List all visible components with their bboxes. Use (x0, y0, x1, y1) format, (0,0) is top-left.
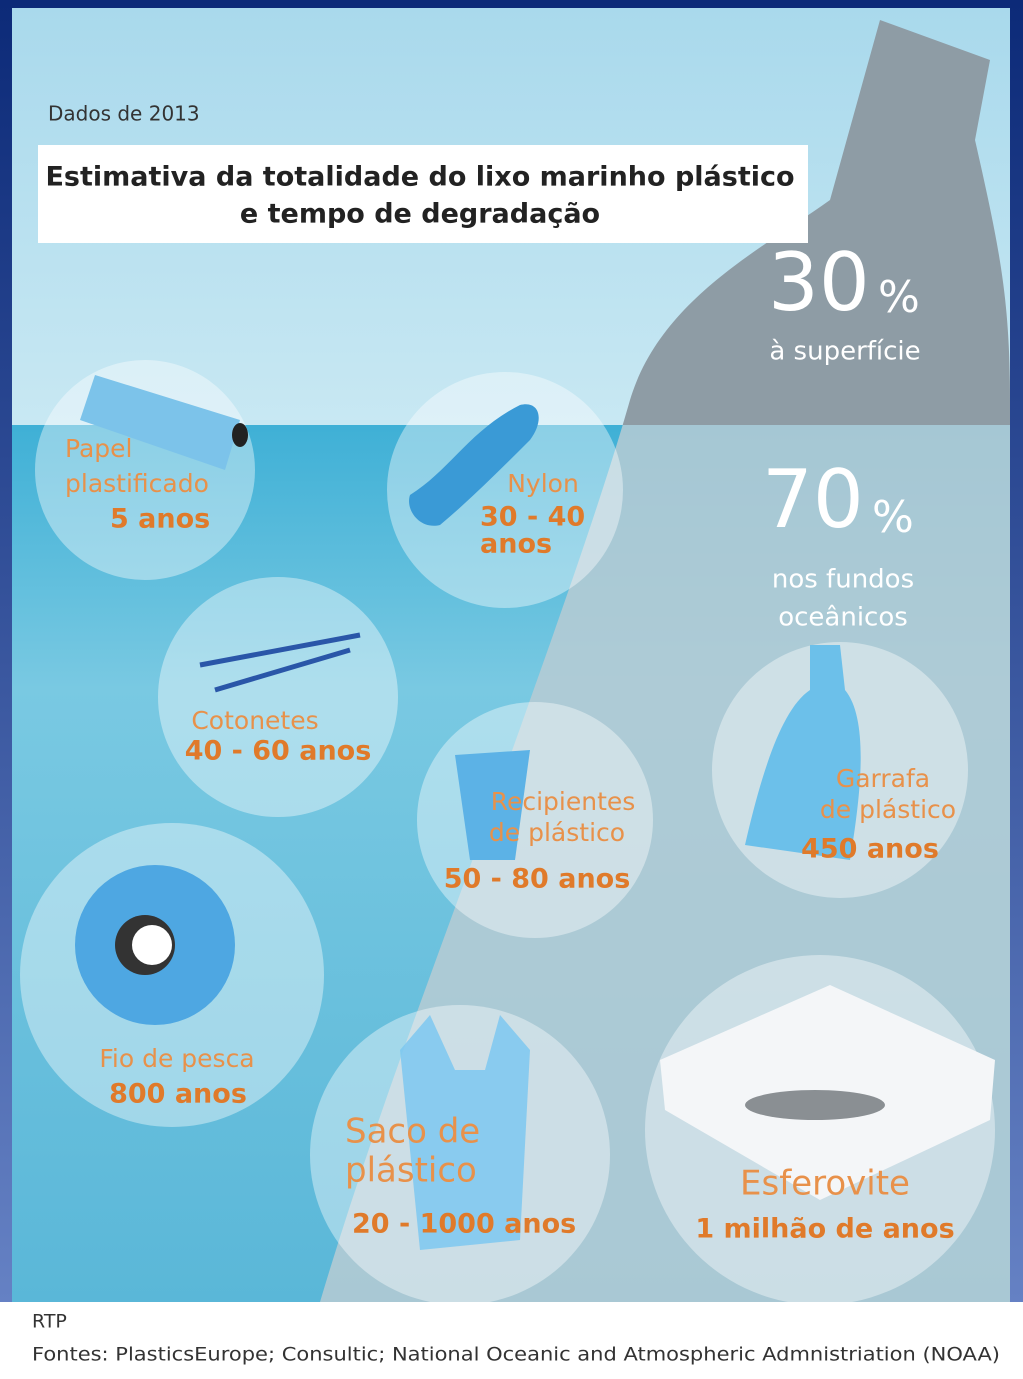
title: e tempo de degradação (240, 199, 600, 230)
item-duration: 450 anos (801, 834, 939, 865)
item-duration: 20 - 1000 anos (352, 1209, 576, 1240)
credit: RTP (32, 1311, 67, 1333)
stat-unit: % (878, 272, 920, 323)
item-name: Esferovite (740, 1164, 910, 1204)
item-duration: 30 - 40 (480, 502, 585, 533)
item-duration: anos (480, 529, 552, 560)
title: Estimativa da totalidade do lixo marinho… (45, 162, 794, 193)
icons (75, 375, 995, 1250)
stat-number: 30 (768, 236, 870, 329)
item-duration: 40 - 60 anos (185, 736, 372, 767)
item-name: de plástico (489, 818, 625, 847)
item-name: de plástico (820, 795, 956, 824)
stat-label: oceânicos (778, 603, 908, 633)
item-name: Papel (65, 434, 132, 463)
sources: Fontes: PlasticsEurope; Consultic; Natio… (32, 1344, 1000, 1366)
item-name: Garrafa (836, 764, 930, 793)
note: Dados de 2013 (48, 102, 200, 126)
item-name: Cotonetes (191, 706, 318, 735)
stat-label: à superfície (769, 337, 920, 367)
item-name: Nylon (507, 469, 579, 498)
footer-bg (0, 1302, 1023, 1375)
item-name: plástico (345, 1151, 477, 1191)
stat-label: nos fundos (772, 565, 914, 595)
stat-number: 70 (762, 453, 864, 546)
item-duration: 1 milhão de anos (695, 1214, 954, 1245)
item-name: Recipientes (491, 787, 636, 816)
item-duration: 5 anos (110, 504, 210, 535)
item-name: plastificado (65, 469, 209, 498)
item-name: Fio de pesca (99, 1044, 254, 1073)
stat-unit: % (872, 492, 914, 543)
item-duration: 800 anos (109, 1079, 247, 1110)
item-name: Saco de (345, 1112, 480, 1152)
item-duration: 50 - 80 anos (444, 864, 631, 895)
title-box (38, 145, 808, 243)
